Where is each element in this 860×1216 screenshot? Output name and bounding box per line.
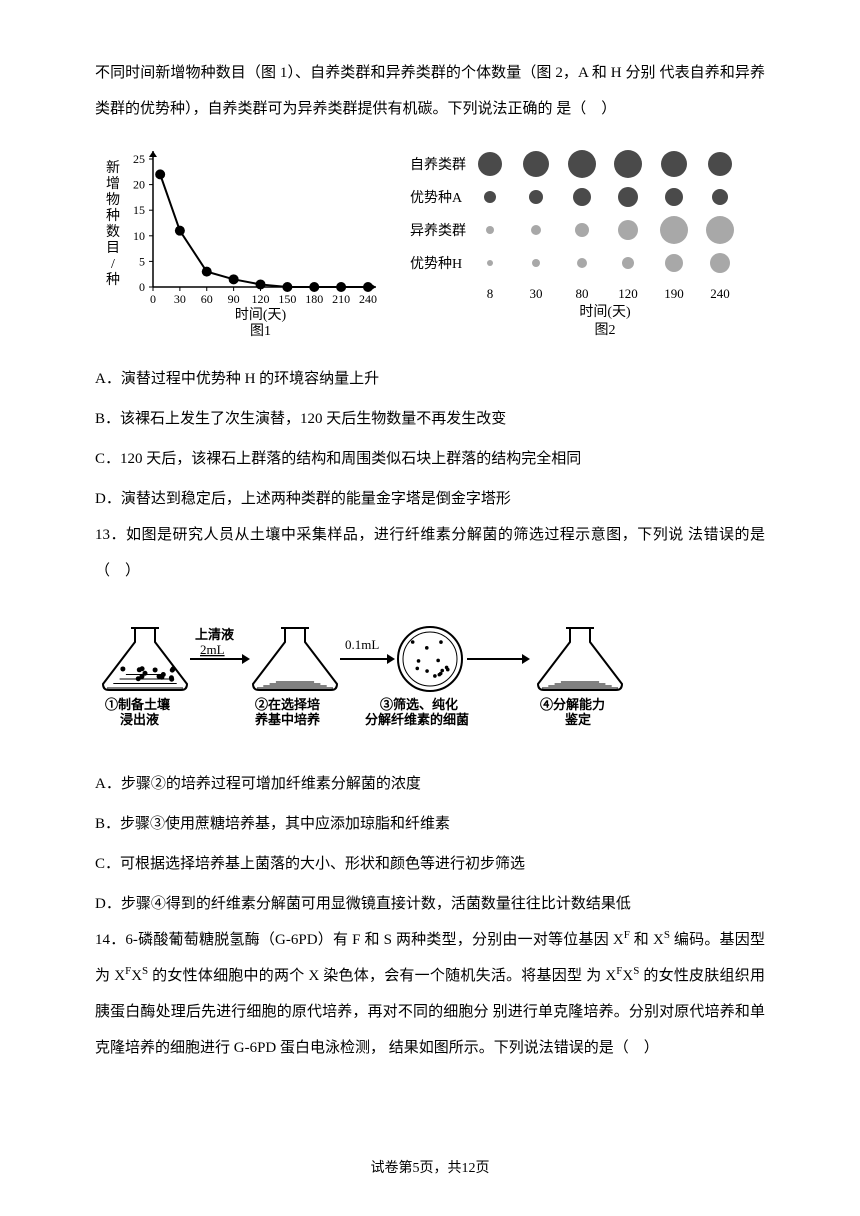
svg-text:异养类群: 异养类群	[410, 223, 466, 239]
svg-text:优势种A: 优势种A	[410, 190, 463, 206]
svg-text:30: 30	[530, 286, 543, 301]
svg-text:20: 20	[133, 178, 145, 192]
q14-stem: 14．6-磷酸葡萄糖脱氢酶（G-6PD）有 F 和 S 两种类型，分别由一对等位…	[95, 922, 765, 1066]
svg-text:2mL: 2mL	[200, 642, 225, 657]
intro-line3: 是（ ）	[556, 101, 616, 117]
q13-figure: 上清液2mL 0.1mL ①制备土壤浸出液 ②在选择培养基中培养 ③筛选、纯化分解纤维素…	[95, 604, 765, 758]
svg-text:210: 210	[332, 292, 350, 306]
svg-text:①制备土壤: ①制备土壤	[105, 697, 171, 712]
svg-text:优势种H: 优势种H	[410, 256, 462, 272]
svg-text:240: 240	[359, 292, 377, 306]
svg-text:90: 90	[228, 292, 240, 306]
q14-l1b: 和 X	[630, 932, 664, 948]
svg-text:240: 240	[710, 286, 730, 301]
q13-option-a: A．步骤②的培养过程可增加纤维素分解菌的浓度	[95, 766, 765, 802]
svg-text:物: 物	[106, 192, 120, 208]
q12-option-b: B．该裸石上发生了次生演替，120 天后生物数量不再发生改变	[95, 401, 765, 437]
svg-text:0.1mL: 0.1mL	[345, 637, 379, 652]
fig2-chart: 自养类群优势种A 异养类群优势种H 8 30 80 120 190 240 时间(天) 图2	[405, 142, 765, 337]
q12-option-d: D．演替达到稳定后，上述两种类群的能量金字塔是倒金字塔形	[95, 481, 765, 517]
svg-text:25: 25	[133, 152, 145, 166]
svg-text:0: 0	[150, 292, 156, 306]
q14-l2b: X	[131, 968, 142, 984]
figure-2: 自养类群优势种A 异养类群优势种H 8 30 80 120 190 240 时间(天) 图2	[405, 142, 765, 351]
svg-text:③筛选、纯化: ③筛选、纯化	[380, 697, 458, 712]
svg-text:0: 0	[139, 280, 145, 294]
q14-l3a: 为 X	[586, 968, 616, 984]
svg-text:/: /	[111, 257, 115, 272]
q13-option-d: D．步骤④得到的纤维素分解菌可用显微镜直接计数，活菌数量往往比计数结果低	[95, 886, 765, 922]
svg-text:浸出液: 浸出液	[120, 712, 159, 727]
svg-text:种: 种	[106, 272, 120, 288]
svg-text:自养类群: 自养类群	[410, 157, 466, 173]
intro-paragraph: 不同时间新增物种数目（图 1）、自养类群和异养类群的个体数量（图 2，A 和 H…	[95, 55, 765, 127]
svg-text:④分解能力: ④分解能力	[540, 697, 605, 712]
svg-text:上清液: 上清液	[195, 627, 234, 642]
svg-text:分解纤维素的细菌: 分解纤维素的细菌	[365, 712, 469, 727]
svg-text:150: 150	[278, 292, 296, 306]
svg-text:图1: 图1	[250, 324, 271, 337]
q13-stem-1: 13．如图是研究人员从土壤中采集样品，进行纤维素分解菌的筛选过程示意图，下列说	[95, 527, 684, 543]
figures-row: 0 30 60 90 120 150 180 210 240 0 5 10 15 20 25 时间(天) 新增物…	[95, 142, 765, 351]
page-footer: 试卷第5页，共12页	[0, 1152, 860, 1186]
q13-option-c: C．可根据选择培养基上菌落的大小、形状和颜色等进行初步筛选	[95, 846, 765, 882]
svg-text:10: 10	[133, 229, 145, 243]
q14-l3b: X	[622, 968, 633, 984]
svg-text:种: 种	[106, 208, 120, 224]
svg-text:新: 新	[106, 160, 120, 176]
svg-text:30: 30	[174, 292, 186, 306]
q14-l1s: S	[664, 929, 670, 941]
svg-text:图2: 图2	[595, 323, 616, 337]
q13-diagram: 上清液2mL 0.1mL ①制备土壤浸出液 ②在选择培养基中培养 ③筛选、纯化分解纤维素…	[95, 604, 655, 744]
svg-text:8: 8	[487, 286, 494, 301]
svg-text:时间(天): 时间(天)	[579, 304, 631, 320]
svg-text:180: 180	[305, 292, 323, 306]
q12-option-c: C．120 天后，该裸石上群落的结构和周围类似石块上群落的结构完全相同	[95, 441, 765, 477]
svg-text:120: 120	[252, 292, 270, 306]
svg-text:②在选择培: ②在选择培	[255, 697, 320, 712]
svg-text:190: 190	[664, 286, 684, 301]
q12-option-a: A．演替过程中优势种 H 的环境容纳量上升	[95, 361, 765, 397]
q14-l2c: 的女性体细胞中的两个 X 染色体，会有一个随机失活。将基因型	[148, 968, 582, 984]
q13-option-b: B．步骤③使用蔗糖培养基，其中应添加琼脂和纤维素	[95, 806, 765, 842]
svg-text:数: 数	[106, 224, 120, 240]
svg-text:目: 目	[106, 241, 120, 256]
svg-text:鉴定: 鉴定	[564, 712, 591, 727]
fig1-chart: 0 30 60 90 120 150 180 210 240 0 5 10 15 20 25 时间(天) 新增物…	[95, 142, 390, 337]
svg-text:增: 增	[106, 176, 120, 192]
q14-l1a: 14．6-磷酸葡萄糖脱氢酶（G-6PD）有 F 和 S 两种类型，分别由一对等位…	[95, 932, 624, 948]
svg-text:120: 120	[618, 286, 638, 301]
svg-text:60: 60	[201, 292, 213, 306]
svg-text:5: 5	[139, 254, 145, 268]
figure-1: 0 30 60 90 120 150 180 210 240 0 5 10 15 20 25 时间(天) 新增物…	[95, 142, 390, 351]
q13-stem: 13．如图是研究人员从土壤中采集样品，进行纤维素分解菌的筛选过程示意图，下列说 …	[95, 517, 765, 589]
q14-l5: 结果如图所示。下列说法错误的是（ ）	[389, 1040, 659, 1056]
svg-text:15: 15	[133, 203, 145, 217]
svg-text:养基中培养: 养基中培养	[254, 712, 321, 727]
svg-text:时间(天): 时间(天)	[235, 307, 287, 323]
svg-text:80: 80	[576, 286, 589, 301]
intro-line1: 不同时间新增物种数目（图 1）、自养类群和异养类群的个体数量（图 2，A 和 H…	[95, 65, 656, 81]
